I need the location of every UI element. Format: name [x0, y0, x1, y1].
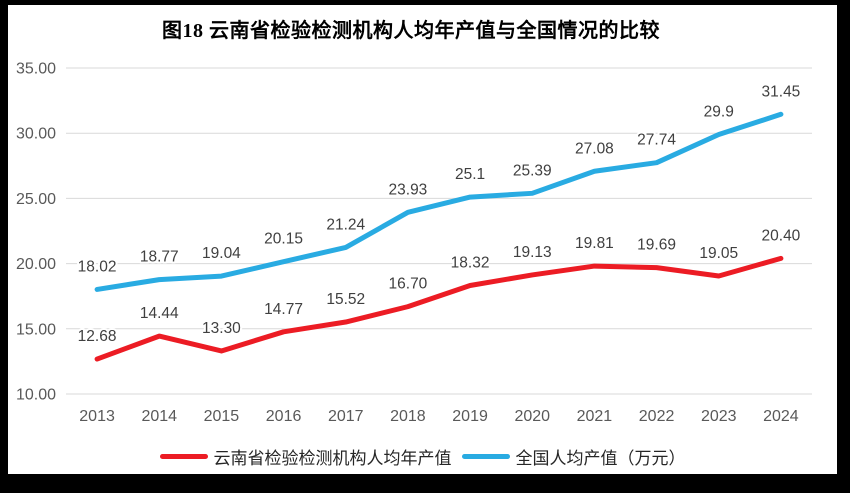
- data-labels: 12.68 14.44 13.30 14.77 15.52 16.70 18.32 19.13…: [76, 81, 803, 347]
- data-label: 15.52: [326, 291, 365, 308]
- y-axis-labels: 10.00 15.00 20.00 25.00 30.00 35.00: [16, 61, 56, 404]
- x-tick-label: 2021: [577, 408, 613, 425]
- legend-label-national: 全国人均产值（万元）: [515, 448, 686, 468]
- data-label: 18.02: [78, 258, 117, 275]
- y-tick-label: 30.00: [16, 126, 56, 143]
- legend: 云南省检验检测机构人均年产值 全国人均产值（万元）: [8, 443, 837, 469]
- data-label: 14.77: [264, 301, 303, 318]
- data-label: 20.15: [264, 231, 303, 248]
- x-tick-label: 2016: [266, 408, 302, 425]
- data-label: 29.9: [704, 104, 734, 121]
- y-tick-label: 10.00: [16, 387, 56, 404]
- data-label: 20.40: [762, 227, 801, 244]
- data-label: 19.13: [513, 244, 552, 261]
- x-tick-label: 2013: [79, 408, 115, 425]
- series-line-1: [94, 111, 784, 292]
- data-label: 14.44: [140, 305, 179, 322]
- x-tick-label: 2023: [701, 408, 737, 425]
- chart-title: 图18 云南省检验检测机构人均年产值与全国情况的比较: [162, 18, 660, 42]
- data-label: 25.39: [513, 162, 552, 179]
- x-tick-label: 2018: [390, 408, 426, 425]
- legend-item-national: 全国人均产值（万元）: [461, 444, 686, 469]
- data-label: 18.32: [451, 255, 490, 272]
- data-label: 27.08: [575, 140, 614, 157]
- y-tick-label: 35.00: [16, 61, 56, 78]
- legend-swatch-national-line: [461, 453, 510, 459]
- legend-label-yunnan: 云南省检验检测机构人均年产值: [213, 448, 452, 468]
- y-tick-label: 25.00: [16, 191, 56, 208]
- x-tick-label: 2015: [204, 408, 240, 425]
- x-tick-label: 2017: [328, 408, 364, 425]
- data-label: 27.74: [637, 132, 676, 149]
- data-label: 19.81: [575, 235, 614, 252]
- data-label: 23.93: [389, 181, 428, 198]
- series-lines: [94, 111, 784, 362]
- data-label: 19.04: [202, 245, 241, 262]
- x-tick-label: 2019: [452, 408, 488, 425]
- legend-item-yunnan: 云南省检验检测机构人均年产值: [159, 444, 452, 469]
- data-label: 25.1: [455, 166, 485, 183]
- x-tick-label: 2020: [514, 408, 550, 425]
- data-label: 12.68: [78, 328, 117, 345]
- x-tick-label: 2022: [639, 408, 675, 425]
- y-tick-label: 15.00: [16, 321, 56, 338]
- data-label: 13.30: [202, 320, 241, 337]
- series-line-0: [94, 255, 784, 362]
- data-label: 21.24: [326, 216, 365, 233]
- data-label: 19.05: [699, 245, 738, 262]
- data-label: 19.69: [637, 237, 676, 254]
- data-label: 18.77: [140, 249, 179, 266]
- y-tick-label: 20.00: [16, 256, 56, 273]
- chart-panel: [8, 5, 837, 474]
- gridlines: [66, 67, 812, 395]
- x-tick-label: 2024: [763, 408, 799, 425]
- data-label: 31.45: [762, 83, 801, 100]
- legend-swatch-yunnan-line: [159, 453, 208, 459]
- x-axis-labels: 2013 2014 2015 2016 2017 2018 2019 2020 2021 2022…: [79, 408, 799, 425]
- data-label: 16.70: [389, 276, 428, 293]
- x-tick-label: 2014: [141, 408, 177, 425]
